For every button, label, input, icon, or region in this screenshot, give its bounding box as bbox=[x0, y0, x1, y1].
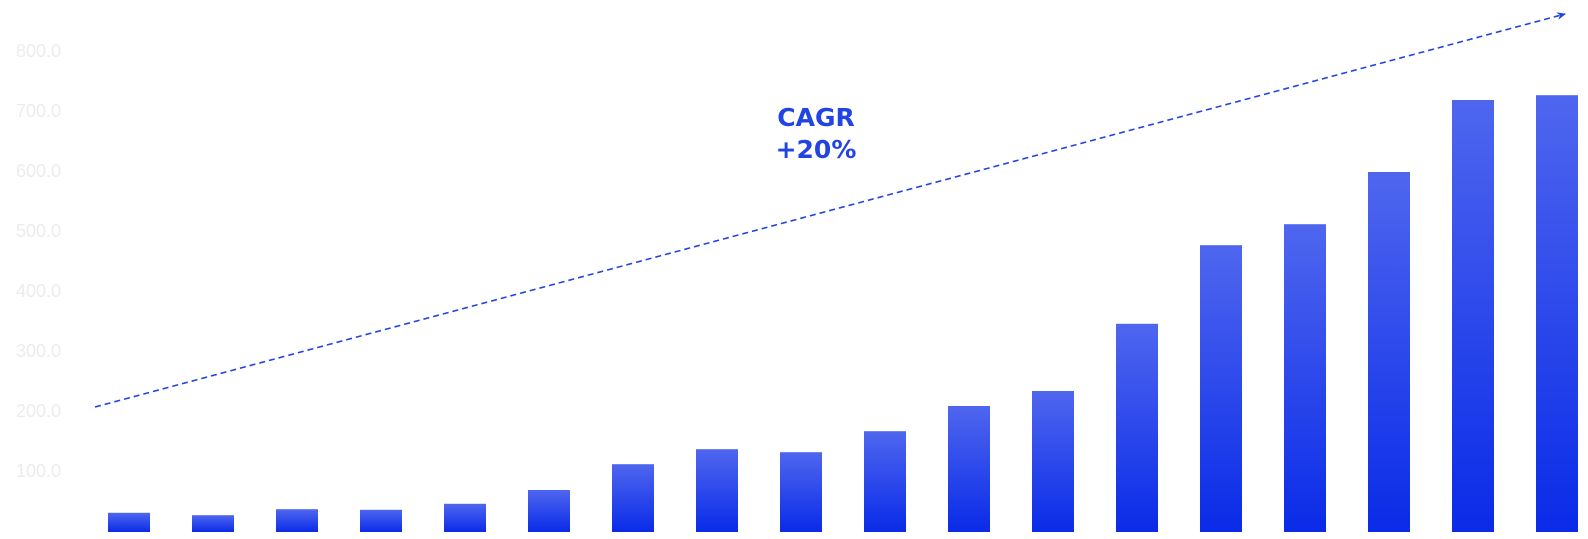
y-tick-label: 200.0 bbox=[16, 401, 61, 421]
y-tick-label: 300.0 bbox=[16, 341, 61, 361]
bar bbox=[864, 431, 906, 532]
bar bbox=[1368, 172, 1410, 532]
bar bbox=[1536, 95, 1578, 532]
bar bbox=[1200, 245, 1242, 532]
bar bbox=[948, 406, 990, 532]
bar bbox=[276, 509, 318, 532]
bar bbox=[1032, 391, 1074, 532]
bar bbox=[360, 509, 402, 532]
y-tick-label: 700.0 bbox=[16, 101, 61, 121]
bar bbox=[1284, 224, 1326, 532]
annotation: +20% bbox=[776, 135, 857, 164]
annotation: CAGR bbox=[777, 103, 854, 132]
y-tick-label: 500.0 bbox=[16, 221, 61, 241]
bar bbox=[1452, 100, 1494, 532]
y-tick-label: 600.0 bbox=[16, 161, 61, 181]
trend-arrow bbox=[94, 12, 1566, 408]
bar bbox=[528, 490, 570, 532]
bar bbox=[192, 515, 234, 532]
y-tick-label: 400.0 bbox=[16, 281, 61, 301]
bar bbox=[612, 464, 654, 532]
y-tick-label: 100.0 bbox=[16, 461, 61, 481]
bar bbox=[696, 449, 738, 532]
bar bbox=[444, 503, 486, 532]
bar bbox=[780, 452, 822, 532]
bar bbox=[1116, 323, 1158, 532]
y-tick-label: 800.0 bbox=[16, 41, 61, 61]
bar bbox=[108, 512, 150, 532]
